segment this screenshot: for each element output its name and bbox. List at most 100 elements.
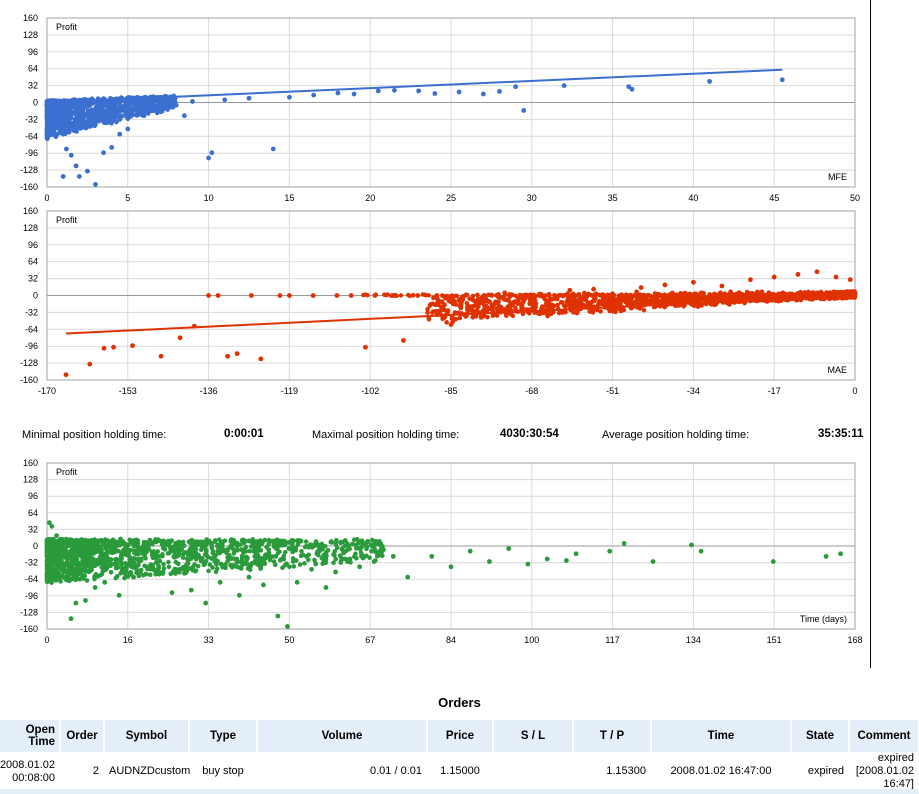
scatter-point bbox=[90, 559, 95, 565]
col-order[interactable]: Order bbox=[60, 720, 105, 752]
scatter-point bbox=[160, 571, 166, 576]
scatter-point bbox=[689, 542, 694, 548]
col-symbol[interactable]: Symbol bbox=[104, 720, 190, 752]
scatter-point bbox=[448, 564, 454, 570]
scatter-point bbox=[127, 570, 132, 576]
scatter-point bbox=[206, 568, 211, 574]
scatter-point bbox=[290, 539, 296, 544]
scatter-point bbox=[571, 310, 576, 315]
scatter-point bbox=[426, 316, 432, 322]
scatter-point bbox=[374, 553, 380, 559]
scatter-point bbox=[700, 292, 706, 298]
scatter-point bbox=[89, 537, 95, 543]
scatter-point bbox=[313, 561, 319, 567]
scatter-point bbox=[149, 108, 155, 113]
scatter-point bbox=[165, 107, 170, 112]
cell-volume: 0.01 / 0.01 bbox=[257, 752, 428, 791]
scatter-point bbox=[93, 122, 98, 127]
scatter-point bbox=[452, 310, 458, 315]
scatter-point bbox=[190, 564, 196, 570]
scatter-point bbox=[485, 314, 490, 320]
col-volume[interactable]: Volume bbox=[257, 720, 428, 752]
col-tp[interactable]: T / P bbox=[573, 720, 652, 752]
col-time[interactable]: Time bbox=[651, 720, 792, 752]
scatter-point bbox=[63, 574, 69, 580]
scatter-point bbox=[229, 565, 235, 570]
scatter-point bbox=[104, 549, 110, 555]
scatter-point bbox=[599, 301, 604, 307]
scatter-point bbox=[84, 552, 90, 558]
scatter-point bbox=[270, 146, 276, 152]
scatter-point bbox=[313, 539, 319, 544]
scatter-point bbox=[180, 551, 186, 557]
y-tick-label: -128 bbox=[20, 358, 38, 368]
scatter-point bbox=[314, 551, 320, 557]
scatter-point bbox=[847, 277, 853, 283]
col-price[interactable]: Price bbox=[427, 720, 494, 752]
table-row[interactable]: 2008.01.02 00:08:00 2 AUDNZDcustom buy s… bbox=[0, 752, 919, 791]
scatter-point bbox=[112, 549, 118, 555]
scatter-point bbox=[450, 317, 456, 322]
x-tick-label: 25 bbox=[446, 193, 456, 203]
col-sl[interactable]: S / L bbox=[493, 720, 574, 752]
scatter-point bbox=[591, 286, 596, 292]
scatter-point bbox=[200, 541, 205, 547]
scatter-point bbox=[83, 124, 88, 130]
scatter-point bbox=[257, 561, 262, 567]
scatter-point bbox=[106, 556, 112, 562]
scatter-point bbox=[213, 569, 219, 575]
scatter-point bbox=[60, 131, 66, 137]
cell-order: 2 bbox=[60, 752, 105, 791]
col-open-time[interactable]: Open Time bbox=[0, 720, 61, 752]
scatter-point bbox=[592, 298, 597, 304]
scatter-point bbox=[506, 298, 511, 303]
scatter-point bbox=[483, 307, 488, 312]
scatter-point bbox=[166, 564, 172, 570]
scatter-point bbox=[323, 543, 328, 549]
scatter-point bbox=[487, 299, 492, 305]
scatter-point bbox=[109, 144, 115, 150]
scatter-point bbox=[369, 548, 374, 554]
scatter-point bbox=[554, 293, 559, 299]
scatter-point bbox=[298, 553, 304, 559]
col-state[interactable]: State bbox=[791, 720, 850, 752]
scatter-point bbox=[315, 543, 321, 548]
col-comment[interactable]: Comment bbox=[849, 720, 919, 752]
scatter-point bbox=[329, 539, 334, 544]
scatter-point bbox=[319, 541, 325, 547]
scatter-point bbox=[813, 292, 818, 298]
scatter-point bbox=[49, 523, 55, 529]
scatter-point bbox=[277, 541, 283, 546]
scatter-point bbox=[405, 574, 411, 580]
scatter-point bbox=[772, 292, 778, 298]
scatter-point bbox=[100, 557, 106, 563]
scatter-point bbox=[334, 537, 339, 543]
scatter-point bbox=[508, 293, 514, 298]
scatter-point bbox=[634, 293, 639, 299]
scatter-point bbox=[131, 574, 136, 580]
scatter-point bbox=[209, 545, 215, 551]
cell-open-time: 2008.01.02 00:08:00 bbox=[0, 752, 61, 791]
scatter-point bbox=[225, 353, 231, 359]
scatter-point bbox=[510, 313, 516, 319]
scatter-point bbox=[74, 107, 79, 113]
scatter-point bbox=[212, 538, 218, 543]
col-type[interactable]: Type bbox=[189, 720, 258, 752]
scatter-point bbox=[73, 546, 78, 552]
scatter-point bbox=[302, 561, 307, 566]
trend-line bbox=[46, 68, 783, 104]
scatter-point bbox=[73, 163, 79, 169]
y-tick-label: 32 bbox=[28, 274, 38, 284]
scatter-point bbox=[573, 551, 579, 557]
scatter-point bbox=[47, 520, 52, 526]
scatter-point bbox=[61, 562, 66, 567]
scatter-point bbox=[101, 345, 107, 351]
scatter-point bbox=[363, 542, 369, 547]
scatter-point bbox=[53, 550, 58, 556]
x-tick-label: -136 bbox=[200, 386, 218, 396]
scatter-point bbox=[626, 293, 631, 298]
scatter-point bbox=[116, 592, 122, 598]
scatter-point bbox=[55, 560, 61, 565]
scatter-point bbox=[233, 548, 238, 553]
scatter-point bbox=[78, 109, 84, 114]
